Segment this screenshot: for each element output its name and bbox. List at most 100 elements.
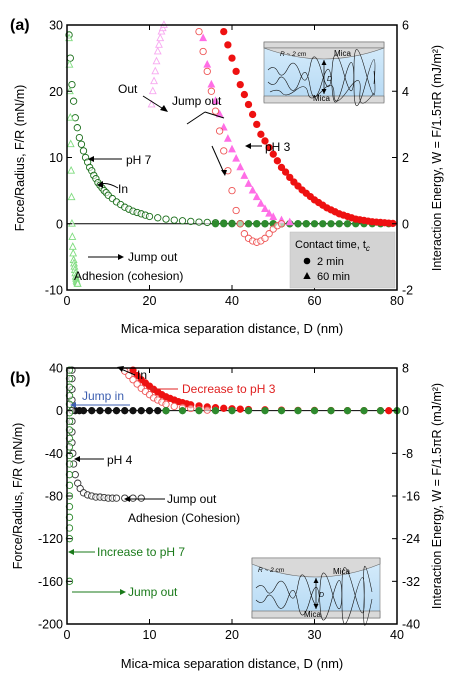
data-point [236, 162, 245, 171]
panel-a-x-axis-label: Mica-mica separation distance, D (nm) [121, 321, 344, 336]
data-point [310, 407, 319, 415]
data-point [302, 220, 310, 228]
y-tick-label: 10 [49, 151, 63, 165]
panel-a-annotations: Out Jump out pH 3 pH 7 In Jump out Adhes… [74, 82, 291, 283]
data-point [224, 41, 232, 49]
data-point [203, 218, 211, 227]
y-tick-label: 20 [49, 85, 63, 99]
annotation-adhesion: Adhesion (cohesion) [74, 269, 183, 283]
panel-a-y-axis-label: Force/Radius, F/R (mN/m) [13, 85, 27, 232]
data-point [265, 209, 274, 217]
panel-b-label: (b) [10, 370, 30, 387]
data-point [79, 147, 88, 155]
data-point [228, 407, 236, 415]
y-tick-label: 30 [49, 19, 63, 33]
panel-a-marks [65, 20, 397, 287]
data-point [68, 232, 77, 240]
data-point [187, 217, 195, 226]
data-point [65, 59, 74, 68]
data-point [215, 127, 224, 135]
data-point [199, 33, 208, 42]
x-tick-label: 80 [390, 294, 404, 308]
x-tick-label: 20 [143, 294, 157, 308]
arrow-in-b [120, 368, 136, 376]
data-point [319, 220, 327, 228]
panel-a-series-3 [199, 33, 294, 226]
y2-tick-label: 8 [402, 362, 409, 376]
annotation-jump-out-b1: Jump out [167, 492, 217, 506]
x-tick-label: 40 [225, 294, 239, 308]
data-point [240, 90, 249, 99]
data-point [236, 80, 244, 89]
data-point [281, 168, 290, 176]
data-point [147, 99, 156, 108]
legend-title: Contact time, tc [295, 239, 370, 253]
data-point [170, 402, 178, 411]
data-point [150, 76, 158, 85]
data-point [79, 407, 88, 415]
data-point [66, 139, 75, 148]
data-point [153, 46, 162, 55]
arrow-jump-out-upper [186, 111, 206, 125]
panel-b-inset-diagram: Mica Mica R ~ 2 cm D [251, 557, 381, 626]
data-point [67, 192, 76, 201]
panel-b-series-4 [162, 407, 401, 415]
data-point [327, 220, 335, 228]
panel-a-series-4 [147, 20, 168, 108]
data-point [335, 220, 343, 228]
y-tick-label: 0 [56, 404, 63, 418]
annotation-jump-in: Jump in [82, 389, 124, 403]
data-point [240, 230, 249, 238]
data-point [236, 220, 244, 228]
data-point [170, 216, 178, 224]
data-point [68, 218, 76, 227]
data-point [327, 407, 335, 415]
data-point [133, 371, 141, 380]
arrow-out [142, 95, 166, 111]
data-point [211, 107, 220, 115]
panel-b-marks [65, 366, 401, 585]
data-point [69, 248, 78, 257]
data-point [67, 165, 76, 174]
data-point [294, 220, 302, 228]
data-point [129, 494, 137, 502]
data-point [121, 407, 129, 415]
annotation-in-b: In [137, 368, 147, 382]
data-point [273, 157, 282, 165]
chart-panel-b: (b) 0 10 20 30 40-200-160-120-80-40040-40-32… [10, 362, 444, 672]
arrow-approach [211, 145, 225, 174]
data-point [253, 120, 261, 129]
annotation-ph4: pH 4 [107, 453, 133, 467]
data-point [207, 87, 216, 95]
data-point [261, 137, 269, 145]
y2-tick-label: -2 [402, 284, 413, 298]
data-point [232, 67, 240, 76]
data-point [65, 86, 74, 95]
data-point [236, 405, 244, 413]
annotation-increase-ph7: Increase to pH 7 [97, 545, 185, 559]
data-point [244, 220, 253, 228]
data-point [187, 404, 195, 413]
inset-b-top-label: Mica [333, 567, 350, 576]
data-point [133, 380, 141, 388]
data-point [244, 100, 253, 109]
inset-a-top-label: Mica [334, 49, 351, 58]
data-point [277, 163, 286, 172]
data-point [286, 173, 294, 182]
data-point [152, 56, 161, 65]
data-point [77, 140, 86, 148]
data-point [162, 215, 170, 223]
data-point [73, 124, 81, 132]
data-point [228, 144, 236, 153]
y-tick-label: -10 [45, 284, 63, 298]
data-point [207, 79, 216, 88]
inset-b-gap-label: D [319, 592, 324, 599]
x-tick-label: 10 [143, 628, 157, 642]
data-point [360, 407, 368, 415]
y2-tick-label: -32 [402, 575, 420, 589]
annotation-ph7: pH 7 [126, 153, 152, 167]
x-tick-label: 0 [64, 294, 71, 308]
data-point [162, 400, 170, 408]
